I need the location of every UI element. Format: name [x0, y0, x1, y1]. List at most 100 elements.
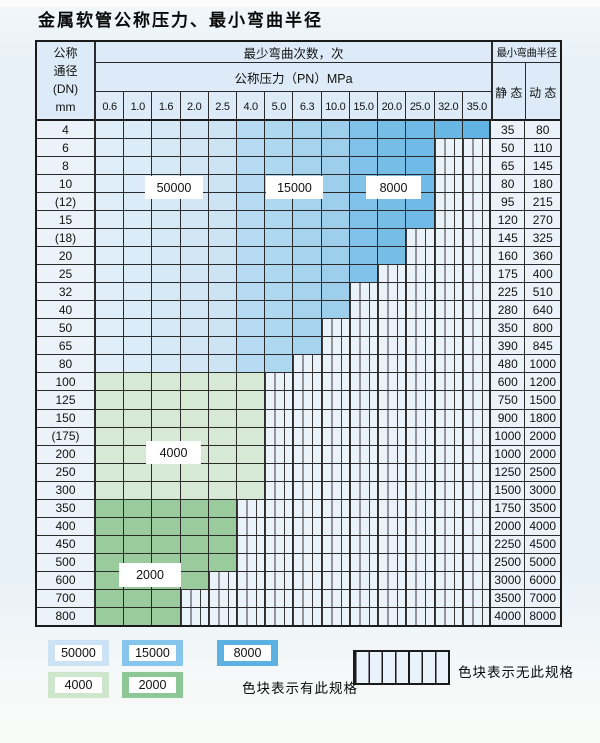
spec-cell — [378, 157, 407, 176]
pressure-col-header: 25.0 — [406, 92, 435, 121]
dynamic-radius-cell: 4000 — [525, 517, 560, 536]
no-spec-cell — [434, 517, 463, 536]
no-spec-cell — [321, 427, 350, 446]
spec-cell — [152, 211, 181, 230]
dynamic-radius-cell: 800 — [525, 319, 560, 338]
no-spec-cell — [321, 373, 350, 392]
static-radius-cell: 2250 — [490, 535, 526, 554]
no-spec-cell — [406, 607, 435, 625]
no-spec-cell — [434, 337, 463, 356]
pressure-header: 公称压力（PN）MPa — [96, 63, 491, 92]
pressure-col-header: 35.0 — [466, 100, 488, 113]
table-row: (175) 1000 2000 — [37, 427, 560, 446]
static-radius-cell: 480 — [490, 355, 526, 374]
no-spec-cell — [237, 499, 266, 518]
spec-cell — [293, 229, 322, 248]
no-spec-cell — [434, 157, 463, 176]
pressure-col-header: 2.5 — [209, 92, 238, 121]
spec-cell — [124, 301, 153, 320]
spec-cell — [265, 121, 294, 140]
no-spec-cell — [378, 409, 407, 428]
pressure-col-header: 4.0 — [237, 92, 266, 121]
no-spec-cell — [406, 391, 435, 410]
spec-cell — [208, 247, 238, 266]
spec-cell — [349, 247, 379, 266]
no-spec-cell — [406, 481, 435, 500]
no-spec-cell — [349, 355, 379, 374]
dynamic-radius-cell: 7000 — [525, 589, 560, 608]
dn-cell: (175) — [37, 427, 96, 446]
spec-cell — [152, 265, 181, 284]
no-spec-cell — [462, 247, 491, 266]
dn-cell: 4 — [37, 121, 96, 140]
dynamic-radius-cell: 8000 — [525, 607, 560, 625]
dn-cell: 500 — [37, 553, 96, 572]
no-spec-cell — [434, 247, 463, 266]
spec-cell — [237, 121, 266, 140]
spec-cell — [124, 391, 153, 410]
spec-cell — [321, 301, 350, 320]
no-spec-cell — [349, 409, 379, 428]
spec-cell — [349, 139, 379, 158]
spec-cell — [180, 553, 209, 572]
table-row: 450 2250 4500 — [37, 535, 560, 554]
no-spec-cell — [293, 499, 322, 518]
spec-cell — [124, 481, 153, 500]
dynamic-radius-cell: 1500 — [525, 391, 560, 410]
spec-cell — [265, 301, 294, 320]
static-radius-cell: 2000 — [490, 517, 526, 536]
spec-cell — [237, 337, 266, 356]
static-radius-cell: 35 — [490, 121, 526, 140]
static-radius-cell: 390 — [490, 337, 526, 356]
spec-cell — [208, 499, 238, 518]
static-radius-cell: 1250 — [490, 463, 526, 482]
no-spec-cell — [378, 463, 407, 482]
spec-cell — [96, 463, 125, 482]
spec-cell — [378, 121, 407, 140]
spec-cell — [96, 481, 125, 500]
no-spec-cell — [462, 463, 491, 482]
no-spec-cell — [208, 607, 238, 625]
table-row: 125 750 1500 — [37, 391, 560, 410]
spec-cell — [152, 247, 181, 266]
spec-cell — [152, 481, 181, 500]
spec-cell — [124, 463, 153, 482]
callout-2000: 2000 — [119, 563, 181, 587]
no-spec-cell — [462, 445, 491, 464]
spec-cell — [152, 229, 181, 248]
spec-cell — [208, 301, 238, 320]
spec-cell — [321, 175, 350, 194]
spec-cell — [180, 229, 209, 248]
no-spec-cell — [462, 427, 491, 446]
no-spec-cell — [265, 553, 294, 572]
spec-cell — [237, 211, 266, 230]
dynamic-header: 动 态 — [529, 85, 557, 100]
static-radius-cell: 2500 — [490, 553, 526, 572]
table-row: 50 350 800 — [37, 319, 560, 338]
no-spec-cell — [265, 391, 294, 410]
table-row: 65 390 845 — [37, 337, 560, 356]
no-spec-cell — [378, 391, 407, 410]
no-spec-cell — [406, 319, 435, 338]
spec-cell — [293, 247, 322, 266]
legend-swatch-2000: 2000 — [122, 672, 183, 698]
legend-has-spec-text: 色块表示有此规格 — [242, 681, 358, 696]
no-spec-cell — [293, 427, 322, 446]
no-spec-cell — [406, 265, 435, 284]
spec-cell — [265, 157, 294, 176]
pressure-col-header: 2.0 — [181, 92, 209, 121]
spec-cell — [124, 229, 153, 248]
dn-cell: 10 — [37, 175, 96, 194]
spec-cell — [124, 337, 153, 356]
static-radius-cell: 1000 — [490, 445, 526, 464]
dn-cell: 100 — [37, 373, 96, 392]
no-spec-cell — [265, 499, 294, 518]
spec-cell — [152, 283, 181, 302]
spec-cell — [349, 121, 379, 140]
spec-cell — [96, 607, 125, 625]
spec-cell — [180, 301, 209, 320]
dn-cell: 800 — [37, 607, 96, 625]
spec-cell — [96, 445, 125, 464]
spec-cell — [265, 283, 294, 302]
